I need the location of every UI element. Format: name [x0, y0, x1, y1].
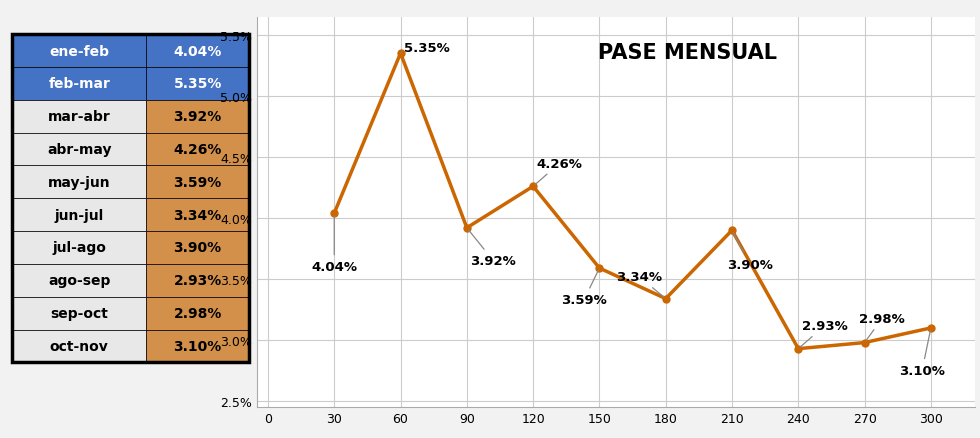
Bar — [146, 133, 249, 166]
Text: abr-may: abr-may — [47, 143, 112, 157]
Bar — [146, 199, 249, 232]
Text: 3.34%: 3.34% — [173, 208, 221, 222]
Text: 3.59%: 3.59% — [173, 176, 221, 189]
Text: 4.26%: 4.26% — [535, 157, 582, 185]
Bar — [146, 35, 249, 68]
Text: 3.92%: 3.92% — [468, 230, 516, 268]
Bar — [13, 232, 146, 264]
Bar — [13, 199, 146, 232]
Text: 3.59%: 3.59% — [562, 271, 607, 307]
Text: 4.04%: 4.04% — [312, 216, 358, 274]
Text: feb-mar: feb-mar — [48, 77, 110, 91]
Bar — [146, 297, 249, 330]
Bar — [13, 35, 146, 68]
Text: ago-sep: ago-sep — [48, 274, 111, 288]
Text: jul-ago: jul-ago — [52, 241, 106, 255]
Bar — [146, 68, 249, 101]
Text: 3.34%: 3.34% — [616, 271, 663, 297]
Bar — [146, 264, 249, 297]
Bar — [146, 232, 249, 264]
Text: mar-abr: mar-abr — [48, 110, 111, 124]
Text: 5.35%: 5.35% — [173, 77, 221, 91]
Text: 3.92%: 3.92% — [173, 110, 221, 124]
Text: 2.93%: 2.93% — [801, 319, 848, 347]
Bar — [13, 330, 146, 363]
Text: ene-feb: ene-feb — [49, 44, 109, 58]
Text: may-jun: may-jun — [48, 176, 111, 189]
Bar — [146, 330, 249, 363]
Bar — [13, 264, 146, 297]
Bar — [13, 297, 146, 330]
Text: sep-oct: sep-oct — [50, 307, 108, 320]
Text: 5.35%: 5.35% — [401, 42, 450, 54]
Text: oct-nov: oct-nov — [50, 339, 109, 353]
Text: 4.26%: 4.26% — [173, 143, 221, 157]
Text: 2.98%: 2.98% — [173, 307, 221, 320]
Text: 3.10%: 3.10% — [173, 339, 221, 353]
Text: PASE MENSUAL: PASE MENSUAL — [599, 42, 777, 63]
Text: jun-jul: jun-jul — [55, 208, 104, 222]
Bar — [13, 133, 146, 166]
Text: 2.98%: 2.98% — [859, 312, 906, 340]
Bar — [13, 101, 146, 133]
Bar — [13, 35, 249, 363]
Text: 3.90%: 3.90% — [173, 241, 221, 255]
Text: 4.04%: 4.04% — [173, 44, 221, 58]
Text: 3.10%: 3.10% — [899, 331, 945, 377]
Bar — [146, 101, 249, 133]
Text: 2.93%: 2.93% — [173, 274, 221, 288]
Text: 3.90%: 3.90% — [727, 233, 772, 271]
Bar — [13, 68, 146, 101]
Bar — [146, 166, 249, 199]
Bar — [13, 166, 146, 199]
